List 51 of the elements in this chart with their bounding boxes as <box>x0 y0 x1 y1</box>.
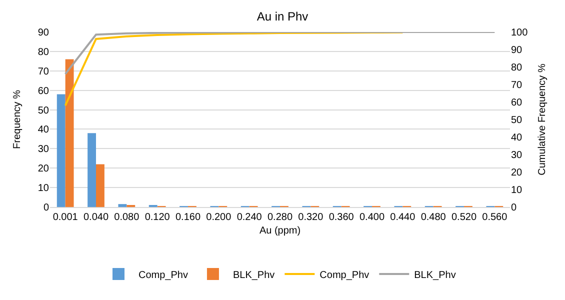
y2-tick-label: 30 <box>511 150 523 161</box>
y-tick-label: 50 <box>38 105 50 116</box>
y-tick-label: 80 <box>38 46 50 58</box>
y2-tick-label: 80 <box>511 62 523 74</box>
y-tick-label: 60 <box>38 86 50 97</box>
y2-tick-label: 0 <box>511 202 517 214</box>
y-tick-label: 10 <box>38 183 50 194</box>
y2-tick-label: 10 <box>511 185 523 196</box>
y-tick-label: 0 <box>43 202 50 214</box>
bar <box>118 204 127 207</box>
y2-tick-label: 70 <box>511 80 523 91</box>
x-tick-label: 0.560 <box>482 212 508 223</box>
bar <box>96 164 104 207</box>
x-tick-label: 0.520 <box>451 212 477 223</box>
y-tick-label: 40 <box>38 124 50 136</box>
y2-tick-label: 50 <box>511 115 523 126</box>
bar <box>88 133 96 207</box>
y2-tick-label: 60 <box>511 98 523 108</box>
x-tick-label: 0.360 <box>328 212 354 223</box>
y-tick-label: 90 <box>38 28 50 38</box>
legend-label: Comp_Phv <box>138 270 188 281</box>
y-axis-title: Frequency % <box>12 90 23 149</box>
x-tick-label: 0.240 <box>236 212 262 223</box>
y-tick-label: 20 <box>38 164 50 175</box>
x-tick-label: 0.001 <box>52 212 78 223</box>
y2-axis-title: Cumulative Frequency % <box>537 64 548 176</box>
x-tick-label: 0.040 <box>83 212 109 223</box>
y2-tick-label: 40 <box>511 132 523 144</box>
x-tick-label: 0.440 <box>390 212 416 223</box>
x-tick-label: 0.320 <box>298 212 324 223</box>
legend-label: BLK_Phv <box>414 270 456 281</box>
x-axis-title: Au (ppm) <box>259 226 301 236</box>
y-tick-label: 70 <box>38 66 50 78</box>
y2-tick-label: 20 <box>511 168 523 178</box>
x-tick-label: 0.080 <box>114 212 140 223</box>
line-series <box>64 32 496 75</box>
line-series <box>64 32 404 106</box>
x-tick-label: 0.480 <box>420 212 446 223</box>
x-tick-label: 0.400 <box>359 212 385 223</box>
y2-tick-label: 90 <box>511 45 523 56</box>
x-tick-label: 0.200 <box>206 212 232 223</box>
x-tick-label: 0.280 <box>267 212 293 223</box>
legend-label: BLK_Phv <box>232 270 275 281</box>
legend-label: Comp_Phv <box>320 270 370 281</box>
bar <box>56 94 66 207</box>
y2-tick-label: 100 <box>511 28 528 38</box>
x-tick-label: 0.160 <box>175 212 201 223</box>
chart-title: Au in Phv <box>256 9 308 24</box>
y-tick-label: 30 <box>38 144 50 156</box>
bar <box>65 59 74 207</box>
x-tick-label: 0.120 <box>144 212 170 223</box>
